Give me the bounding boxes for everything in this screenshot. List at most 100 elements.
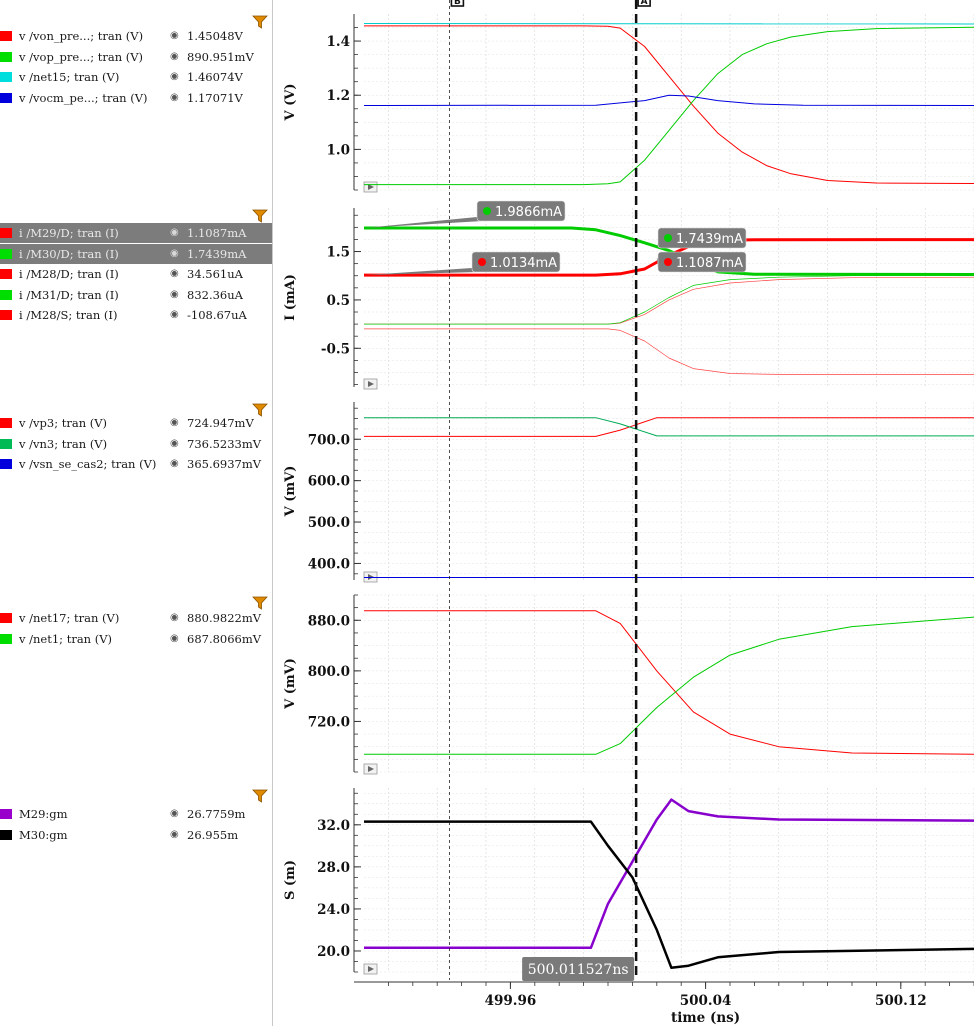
legend-swatch [0,613,12,623]
visibility-eye-icon[interactable]: ◉ [170,71,179,82]
legend-swatch [0,418,12,428]
filter-icon[interactable] [252,788,268,803]
legend-signal-name: i /M28/S; tran (I) [19,308,118,322]
legend-entry[interactable]: v /net15; tran (V) ◉ 1.46074V [0,67,272,87]
visibility-eye-icon[interactable]: ◉ [170,828,179,840]
filter-icon[interactable] [252,402,268,417]
visibility-eye-icon[interactable]: ◉ [170,227,179,238]
legend-entry[interactable]: v /vocm_pe...; tran (V) ◉ 1.17071V [0,88,272,108]
series-line[interactable] [364,26,974,186]
series-line[interactable] [363,94,974,106]
legend-signal-name: v /vop_pre...; tran (V) [19,49,144,64]
series-line[interactable] [364,328,974,375]
visibility-eye-icon[interactable]: ◉ [170,458,179,469]
series-line[interactable] [364,820,974,970]
legend-entry[interactable]: v /von_pre...; tran (V) ◉ 1.45048V [0,26,272,46]
legend-signal-name: v /von_pre...; tran (V) [19,29,144,43]
marker-value: 1.1087mA [676,256,743,271]
cursor-a-tag[interactable]: A [637,0,651,7]
visibility-eye-icon[interactable]: ◉ [170,91,179,103]
y-tick-label: 720.0 [308,714,350,730]
marker-value: 1.0134mA [490,256,557,271]
visibility-eye-icon[interactable]: ◉ [170,808,179,819]
legend-entry[interactable]: i /M30/D; tran (I) ◉ 1.7439mA [0,243,272,264]
series-line[interactable] [363,23,974,25]
marker-label[interactable]: 1.1087mA [656,251,747,273]
series-line[interactable] [364,226,974,276]
y-tick-label: 1.5 [327,245,351,261]
legend-entry[interactable]: i /M28/D; tran (I) ◉ 34.561uA [0,264,272,284]
legend-signal-name: i /M29/D; tran (I) [19,226,119,240]
legend-entry[interactable]: i /M31/D; tran (I) ◉ 832.36uA [0,285,272,305]
legend-entry[interactable]: v /net17; tran (V) ◉ 880.9822mV [0,608,272,628]
visibility-eye-icon[interactable]: ◉ [170,50,179,62]
series-line[interactable] [364,274,974,325]
marker-label[interactable]: 1.0134mA [364,251,561,276]
y-axis-label: I (mA) [283,274,298,321]
y-axis-label: S (m) [283,860,298,900]
pane-divider[interactable] [272,0,273,1026]
expand-panel-button[interactable] [363,378,378,390]
legend-pane: v /von_pre...; tran (V) ◉ 1.45048V v /vop_p… [0,0,272,1026]
visibility-eye-icon[interactable]: ◉ [170,30,179,41]
series-line[interactable] [364,25,974,184]
visibility-eye-icon[interactable]: ◉ [170,268,179,279]
visibility-eye-icon[interactable]: ◉ [170,632,179,644]
legend-entry[interactable]: v /vsn_se_cas2; tran (V) ◉ 365.6937mV [0,454,272,474]
legend-swatch [0,829,12,840]
legend-cursor-value: -108.67uA [187,308,247,322]
cursor-b-tag[interactable]: B [450,0,465,7]
visibility-eye-icon[interactable]: ◉ [170,309,179,320]
legend-entry[interactable]: v /vn3; tran (V) ◉ 736.5233mV [0,434,272,454]
svg-text:B: B [454,0,461,7]
visibility-eye-icon[interactable]: ◉ [170,288,179,300]
legend-entry[interactable]: v /net1; tran (V) ◉ 687.8066mV [0,629,272,649]
legend-signal-name: v /net1; tran (V) [19,631,113,646]
series-line[interactable] [364,417,974,437]
svg-text:A: A [641,0,648,7]
legend-signal-name: M29:gm [19,807,68,821]
legend-cursor-value: 1.46074V [187,70,243,84]
filter-icon[interactable] [252,595,268,610]
visibility-eye-icon[interactable]: ◉ [170,417,179,428]
legend-entry[interactable]: v /vop_pre...; tran (V) ◉ 890.951mV [0,47,272,67]
filter-icon[interactable] [252,14,268,29]
legend-cursor-value: 1.7439mA [187,246,247,261]
plot-panel-5[interactable]: 20.0 24.0 28.0 32.0 S (m) [283,788,974,975]
plot-panel-4[interactable]: 720.0 800.0 880.0 V (mV) [283,594,974,775]
legend-signal-name: v /net15; tran (V) [19,70,120,84]
legend-swatch [0,289,12,300]
legend-cursor-value: 26.7759m [187,807,246,821]
legend-entry[interactable]: M30:gm ◉ 26.955m [0,825,272,845]
marker-label[interactable]: 1.9866mA [364,200,566,228]
plot-panel-3[interactable]: 400.0 500.0 600.0 700.0 V (mV) [283,402,974,583]
series-line[interactable] [364,276,974,325]
y-axis-label: V (mV) [283,658,298,710]
plot-panel-2[interactable]: -0.5 0.5 1.5 I (mA) 1.9866mA 1.0134mA 1.7439mA… [283,200,974,390]
visibility-eye-icon[interactable]: ◉ [170,437,179,449]
legend-entry[interactable]: M29:gm ◉ 26.7759m [0,804,272,824]
expand-panel-button[interactable] [363,963,378,975]
expand-panel-button[interactable] [363,763,378,775]
visibility-eye-icon[interactable]: ◉ [170,612,179,623]
x-tick-label: 500.04 [680,993,732,1009]
legend-entry[interactable]: v /vp3; tran (V) ◉ 724.947mV [0,413,272,433]
y-tick-label: 0.5 [327,293,351,309]
visibility-eye-icon[interactable]: ◉ [170,247,179,259]
plot-panel-1[interactable]: 1.0 1.2 1.4 V (V) [283,14,974,193]
legend-cursor-value: 687.8066mV [187,631,262,646]
legend-swatch [0,438,12,449]
y-tick-label: 1.0 [327,142,351,158]
series-line[interactable] [364,798,974,950]
legend-entry[interactable]: i /M29/D; tran (I) ◉ 1.1087mA [0,223,272,243]
filter-icon[interactable] [252,208,268,223]
legend-swatch [0,248,12,259]
marker-label[interactable]: 1.7439mA [656,227,747,249]
series-line[interactable] [364,610,974,755]
series-line[interactable] [364,417,974,437]
legend-entry[interactable]: i /M28/S; tran (I) ◉ -108.67uA [0,305,272,325]
series-line[interactable] [364,616,974,755]
legend-swatch [0,310,12,320]
expand-panel-button[interactable] [363,181,378,193]
